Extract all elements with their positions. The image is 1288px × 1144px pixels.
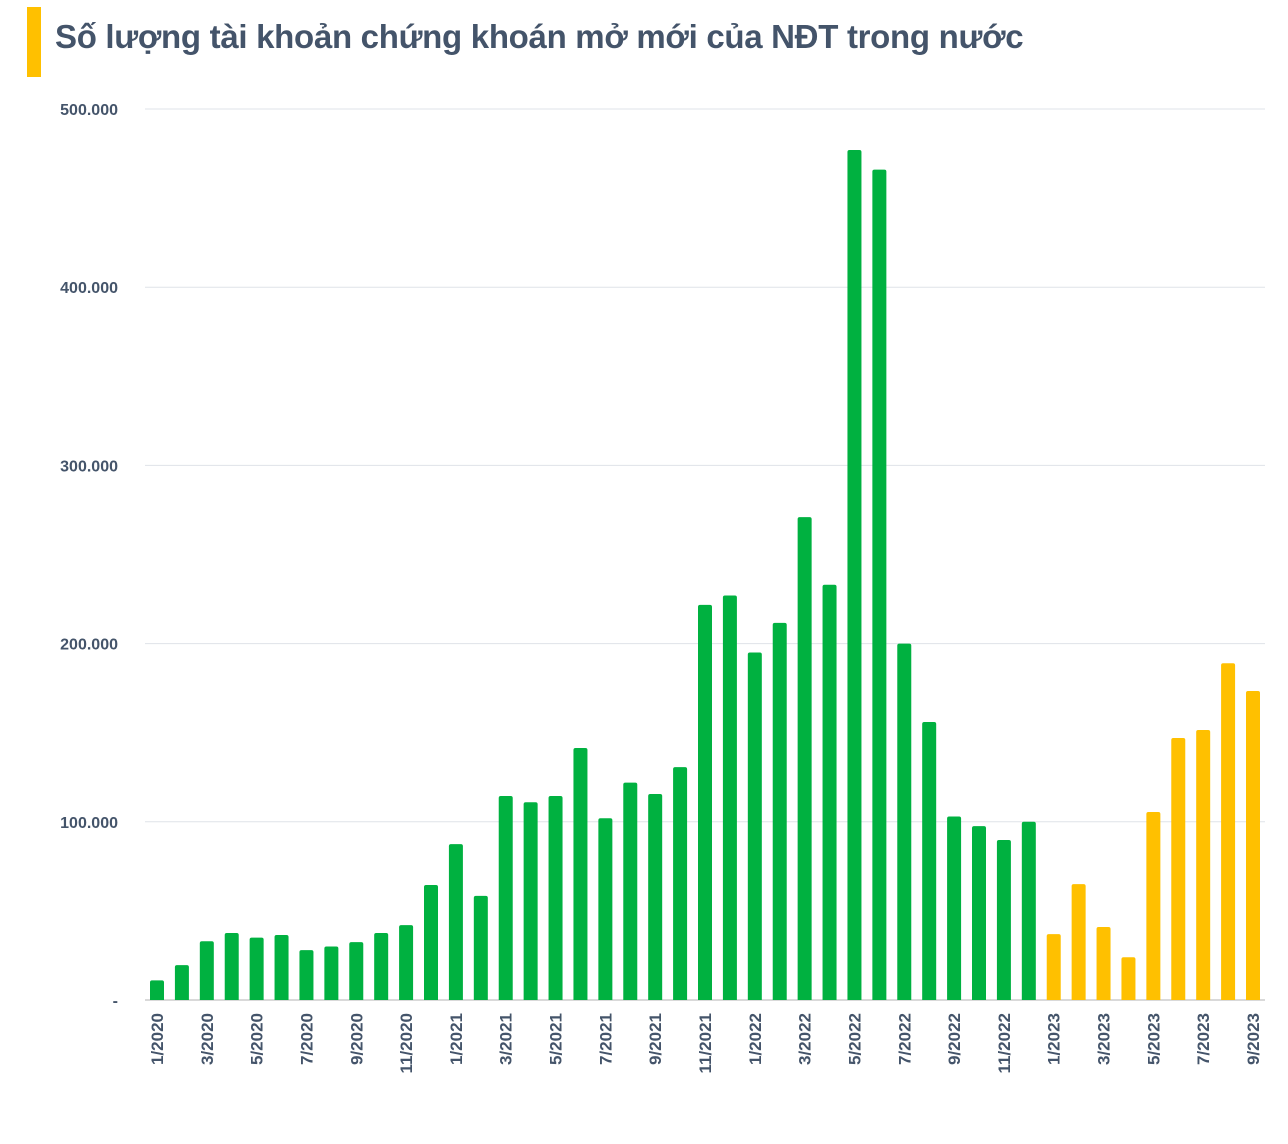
x-tick-label: 5/2023: [1144, 1013, 1163, 1065]
title-accent-bar: [27, 7, 41, 77]
bar-5-2020: [249, 937, 264, 1000]
x-tick-label: 9/2023: [1244, 1013, 1263, 1065]
y-tick-label: 500.000: [60, 102, 118, 119]
x-tick-label: 1/2022: [746, 1013, 765, 1065]
y-tick-label: -: [113, 993, 118, 1010]
y-tick-label: 300.000: [60, 458, 118, 475]
bar-8-2022: [922, 722, 937, 1000]
y-tick-label: 200.000: [60, 637, 118, 654]
bar-6-2020: [274, 934, 289, 1000]
x-tick-label: 3/2020: [198, 1013, 217, 1065]
bar-1-2021: [448, 844, 463, 1000]
bar-2-2022: [772, 622, 787, 1000]
x-tick-label: 3/2021: [497, 1013, 516, 1065]
bar-5-2021: [548, 795, 563, 1000]
bar-8-2020: [324, 946, 339, 1000]
bar-5-2023: [1146, 811, 1161, 1000]
x-tick-label: 1/2021: [447, 1013, 466, 1065]
y-tick-label: 400.000: [60, 280, 118, 297]
bar-4-2020: [224, 932, 239, 1000]
x-tick-label: 7/2020: [297, 1013, 316, 1065]
bar-6-2023: [1171, 738, 1186, 1000]
bar-6-2022: [872, 169, 887, 1000]
x-tick-label: 3/2023: [1095, 1013, 1114, 1065]
bar-11-2020: [399, 925, 414, 1000]
bar-9-2020: [349, 942, 364, 1000]
bar-8-2023: [1221, 663, 1236, 1000]
bar-10-2022: [972, 826, 986, 1000]
bar-9-2021: [648, 794, 663, 1000]
bar-7-2021: [598, 818, 613, 1000]
bar-8-2021: [623, 782, 638, 1000]
chart-title: Số lượng tài khoản chứng khoán mở mới củ…: [55, 18, 1024, 55]
bar-4-2022: [822, 584, 837, 1000]
bar-2-2021: [473, 895, 488, 1000]
bar-11-2021: [698, 604, 712, 1000]
bar-9-2023: [1246, 691, 1260, 1000]
bar-12-2022: [1021, 821, 1036, 1000]
bar-10-2021: [673, 767, 688, 1000]
x-tick-label: 7/2023: [1194, 1013, 1213, 1065]
x-tick-label: 11/2021: [696, 1013, 715, 1074]
x-tick-label: 11/2022: [995, 1013, 1014, 1074]
x-tick-label: 5/2021: [547, 1013, 566, 1065]
bar-7-2023: [1196, 730, 1211, 1000]
bar-2-2020: [174, 965, 189, 1000]
x-tick-label: 1/2020: [148, 1013, 167, 1065]
bar-3-2022: [797, 517, 812, 1000]
x-tick-label: 3/2022: [796, 1013, 815, 1065]
x-tick-label: 7/2022: [895, 1013, 914, 1065]
x-tick-label: 9/2022: [945, 1013, 964, 1065]
bar-7-2020: [299, 950, 314, 1000]
x-tick-label: 9/2021: [646, 1013, 665, 1065]
bar-11-2022: [996, 839, 1011, 1000]
bar-1-2023: [1046, 934, 1061, 1000]
bar-7-2022: [897, 643, 912, 1000]
bar-12-2020: [424, 885, 438, 1000]
bar-10-2020: [374, 932, 389, 1000]
bar-3-2023: [1096, 926, 1111, 1000]
bar-1-2022: [747, 652, 762, 1000]
bar-2-2023: [1071, 884, 1086, 1000]
bar-3-2020: [199, 941, 214, 1000]
x-tick-label: 5/2022: [845, 1013, 864, 1065]
x-tick-label: 9/2020: [347, 1013, 366, 1065]
bar-5-2022: [847, 149, 862, 1001]
bar-1-2020: [150, 980, 164, 1000]
bar-3-2021: [498, 795, 513, 1000]
x-tick-label: 11/2020: [397, 1013, 416, 1074]
bar-4-2021: [523, 802, 538, 1000]
bar-9-2022: [947, 816, 962, 1000]
x-tick-label: 7/2021: [596, 1013, 615, 1065]
bar-6-2021: [573, 748, 588, 1000]
bar-4-2023: [1121, 957, 1136, 1000]
x-tick-label: 5/2020: [248, 1013, 267, 1065]
bar-12-2021: [722, 595, 737, 1000]
y-tick-label: 100.000: [60, 815, 118, 832]
x-tick-label: 1/2023: [1045, 1013, 1064, 1065]
